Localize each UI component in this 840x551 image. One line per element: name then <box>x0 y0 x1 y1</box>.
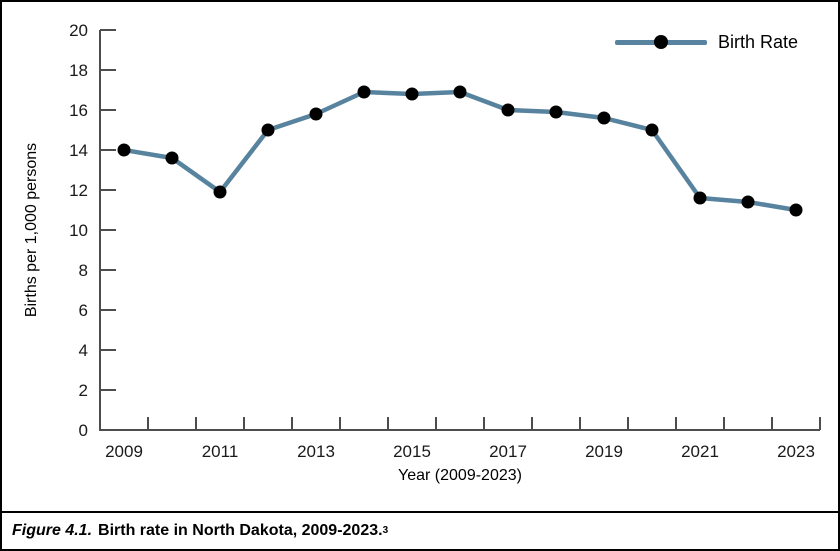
data-point-marker <box>693 191 707 205</box>
figure-caption: Figure 4.1. Birth rate in North Dakota, … <box>2 511 838 549</box>
data-point-marker <box>741 195 755 209</box>
y-tick-label: 8 <box>79 261 88 280</box>
birth-rate-line-chart: 0 2 4 6 8 10 12 14 16 18 20 2009 2011 2013 2015 2017 201… <box>69 21 821 461</box>
x-tick-label: 2009 <box>105 442 143 461</box>
y-tick-label: 6 <box>79 301 88 320</box>
data-point-marker <box>165 151 179 165</box>
data-point-marker <box>405 87 419 101</box>
data-point-marker <box>213 185 227 199</box>
data-point-marker <box>597 111 611 125</box>
data-point-marker <box>549 105 563 119</box>
data-point-marker <box>357 85 371 99</box>
x-tick-label: 2015 <box>393 442 431 461</box>
legend-label: Birth Rate <box>718 31 799 52</box>
y-tick-label: 20 <box>69 21 88 40</box>
axis-lines <box>99 30 820 431</box>
y-tick-label: 2 <box>79 381 88 400</box>
x-axis-title: Year (2009-2023) <box>398 467 522 484</box>
y-tick-label: 18 <box>69 61 88 80</box>
data-point-marker <box>501 103 515 117</box>
x-tick-label: 2021 <box>681 442 719 461</box>
data-point-marker <box>309 107 323 121</box>
x-tick-label: 2011 <box>202 442 239 461</box>
y-tick-label: 4 <box>79 341 88 360</box>
data-point-marker <box>261 123 275 137</box>
y-tick-label: 12 <box>69 181 88 200</box>
chart-region: 0 2 4 6 8 10 12 14 16 18 20 2009 2011 2013 2015 2017 201… <box>2 2 838 511</box>
y-tick-label: 10 <box>69 221 88 240</box>
caption-text: Birth rate in North Dakota, 2009-2023. <box>98 522 383 539</box>
y-axis-title: Births per 1,000 persons <box>23 142 40 318</box>
legend-line-marker-icon <box>615 35 707 49</box>
y-tick-label: 0 <box>79 421 88 440</box>
y-tick-label: 14 <box>69 141 88 160</box>
data-point-marker <box>645 123 659 137</box>
x-tick-label: 2013 <box>297 442 335 461</box>
data-point-marker <box>117 143 131 157</box>
data-point-marker <box>789 203 803 217</box>
x-tick-label: 2023 <box>777 442 815 461</box>
y-tick-label: 16 <box>69 101 88 120</box>
legend-dot-icon <box>654 35 668 49</box>
legend: Birth Rate <box>615 31 799 52</box>
figure-number: Figure 4.1. <box>12 522 93 539</box>
x-tick-label: 2019 <box>585 442 623 461</box>
x-tick-label: 2017 <box>489 442 527 461</box>
data-point-marker <box>453 85 467 99</box>
